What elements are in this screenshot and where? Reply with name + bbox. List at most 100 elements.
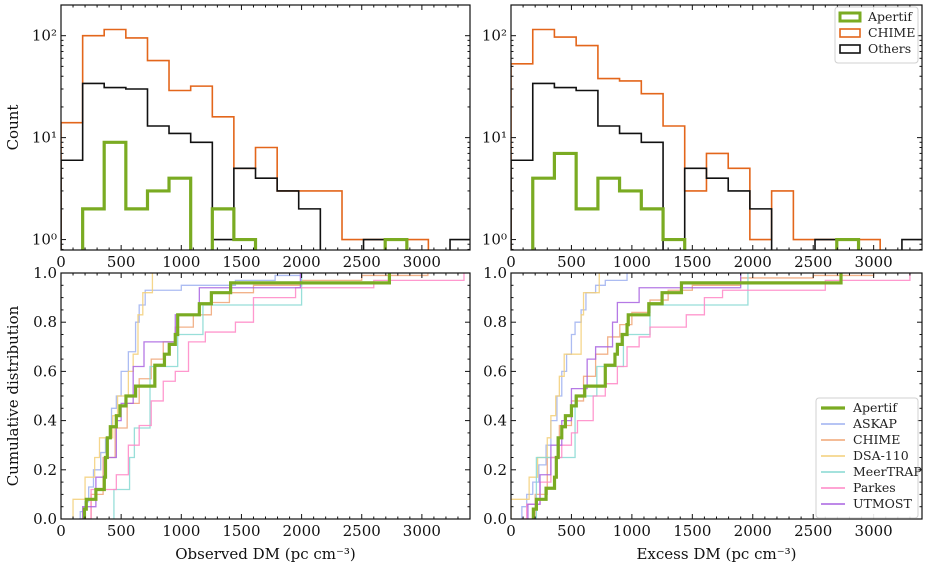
x-tick-label: 0 bbox=[506, 253, 516, 271]
x-tick-label: 2000 bbox=[282, 253, 320, 271]
y-tick-label: 10² bbox=[482, 27, 507, 45]
panel-top-left: 0 500 1000 1500 2000 2500 3000 10⁰ 10¹ 10² Count bbox=[4, 4, 471, 271]
legend-item-dsa-110: DSA-110 bbox=[821, 448, 909, 463]
legend-label: CHIME bbox=[853, 432, 900, 447]
y-tick-label: 0.4 bbox=[483, 412, 507, 430]
legend-item-askap: ASKAP bbox=[821, 416, 897, 431]
y-tick-label: 0.0 bbox=[483, 510, 507, 528]
y-tick-label: 0.2 bbox=[33, 461, 57, 479]
x-tick-label: 1500 bbox=[222, 522, 260, 540]
x-tick-label: 500 bbox=[107, 253, 136, 271]
y-tick-label: 0.8 bbox=[33, 313, 57, 331]
legend-swatch bbox=[839, 44, 861, 54]
legend-label: Others bbox=[868, 41, 911, 56]
panel-bottom-left: 0 500 1000 1500 2000 2500 3000 0.0 0.2 0.4 0.6 0.8 1… bbox=[4, 264, 471, 563]
legend-label: ASKAP bbox=[852, 416, 897, 431]
x-tick-label: 1000 bbox=[613, 253, 651, 271]
x-tick-label: 500 bbox=[557, 253, 586, 271]
x-tick-label: 0 bbox=[506, 522, 516, 540]
y-tick-label: 0.6 bbox=[483, 362, 507, 380]
y-axis-label: Cumulative distribution bbox=[4, 305, 22, 486]
panel-bottom-right: 0 500 1000 1500 2000 2500 3000 0.0 0.2 0.4 0.6 0.8 1… bbox=[483, 264, 923, 563]
x-tick-label: 3000 bbox=[855, 522, 893, 540]
panel-top-right: 0 500 1000 1500 2000 2500 3000 10⁰ 10¹ 10² Apertif… bbox=[482, 4, 923, 271]
cdf-line-parkes bbox=[81, 273, 465, 519]
x-tick-label: 1500 bbox=[222, 253, 260, 271]
x-tick-label: 2000 bbox=[282, 522, 320, 540]
cdf-line-meertrap bbox=[535, 273, 749, 519]
cdf-line-utmost bbox=[81, 273, 302, 519]
legend-label: MeerTRAP bbox=[853, 464, 922, 479]
cdf-line-apertif bbox=[531, 273, 843, 519]
axes-frame bbox=[60, 4, 471, 251]
x-tick-label: 2500 bbox=[343, 522, 381, 540]
legend-item-chime: CHIME bbox=[821, 432, 900, 447]
legend-item-utmost: UTMOST bbox=[821, 496, 912, 511]
y-tick-label: 10⁰ bbox=[482, 231, 507, 249]
cdf-line-dsa-110 bbox=[72, 273, 154, 519]
legend: ApertifASKAPCHIMEDSA-110MeerTRAPParkesUT… bbox=[815, 397, 922, 519]
legend-label: Parkes bbox=[853, 480, 896, 495]
legend-item-chime: CHIME bbox=[839, 25, 915, 40]
x-tick-label: 1000 bbox=[162, 253, 200, 271]
x-tick-label: 2500 bbox=[343, 253, 381, 271]
cdf-line-utmost bbox=[527, 273, 742, 519]
plot-area bbox=[511, 273, 911, 519]
y-tick-label: 0.4 bbox=[33, 412, 57, 430]
cdf-line-askap bbox=[79, 273, 303, 519]
x-tick-label: 500 bbox=[557, 522, 586, 540]
histogram-others bbox=[61, 82, 470, 250]
legend-swatch bbox=[838, 11, 862, 23]
x-axis-label: Excess DM (pc cm⁻³) bbox=[636, 545, 796, 563]
x-tick-label: 3000 bbox=[403, 522, 441, 540]
cdf-line-meertrap bbox=[113, 273, 303, 519]
cdf-line-dsa-110 bbox=[511, 273, 600, 519]
x-tick-label: 0 bbox=[56, 253, 66, 271]
y-tick-label: 1.0 bbox=[33, 264, 57, 282]
x-tick-label: 1000 bbox=[162, 522, 200, 540]
legend-label: CHIME bbox=[868, 25, 915, 40]
histogram-apertif bbox=[81, 140, 409, 250]
y-tick-label: 10⁰ bbox=[32, 231, 57, 249]
x-tick-label: 1000 bbox=[613, 522, 651, 540]
y-tick-label: 10¹ bbox=[32, 129, 57, 147]
y-axis-label: Count bbox=[4, 105, 22, 151]
histogram-chime bbox=[61, 28, 430, 250]
histogram-apertif bbox=[531, 151, 861, 250]
y-tick-label: 10¹ bbox=[482, 129, 507, 147]
x-tick-label: 0 bbox=[56, 522, 66, 540]
plot-area bbox=[72, 273, 465, 519]
legend-swatch bbox=[839, 28, 861, 38]
legend-label: Apertif bbox=[867, 9, 913, 24]
x-tick-label: 3000 bbox=[403, 253, 441, 271]
legend-item-others: Others bbox=[839, 41, 911, 56]
x-tick-label: 1500 bbox=[673, 253, 711, 271]
plot-area bbox=[61, 28, 470, 250]
x-tick-label: 3000 bbox=[855, 253, 893, 271]
plot-area bbox=[511, 28, 922, 250]
x-tick-label: 2000 bbox=[734, 253, 772, 271]
x-tick-label: 2500 bbox=[794, 253, 832, 271]
x-tick-label: 1500 bbox=[673, 522, 711, 540]
cdf-line-apertif bbox=[82, 273, 392, 519]
histogram-others bbox=[511, 82, 922, 250]
y-tick-label: 0.0 bbox=[33, 510, 57, 528]
legend-item-parkes: Parkes bbox=[821, 480, 896, 495]
y-tick-label: 0.6 bbox=[33, 362, 57, 380]
legend-label: Apertif bbox=[852, 400, 898, 415]
y-tick-label: 0.2 bbox=[483, 461, 507, 479]
x-tick-label: 500 bbox=[107, 522, 136, 540]
x-tick-label: 2000 bbox=[734, 522, 772, 540]
x-axis-label: Observed DM (pc cm⁻³) bbox=[175, 545, 356, 563]
y-tick-label: 10² bbox=[32, 27, 57, 45]
y-tick-label: 1.0 bbox=[483, 264, 507, 282]
legend-item-apertif: Apertif bbox=[821, 400, 898, 415]
histogram-chime bbox=[511, 28, 881, 250]
legend-label: UTMOST bbox=[853, 496, 912, 511]
legend-item-meertrap: MeerTRAP bbox=[821, 464, 922, 479]
legend-item-apertif: Apertif bbox=[838, 9, 913, 24]
y-tick-label: 0.8 bbox=[483, 313, 507, 331]
legend-label: DSA-110 bbox=[853, 448, 909, 463]
